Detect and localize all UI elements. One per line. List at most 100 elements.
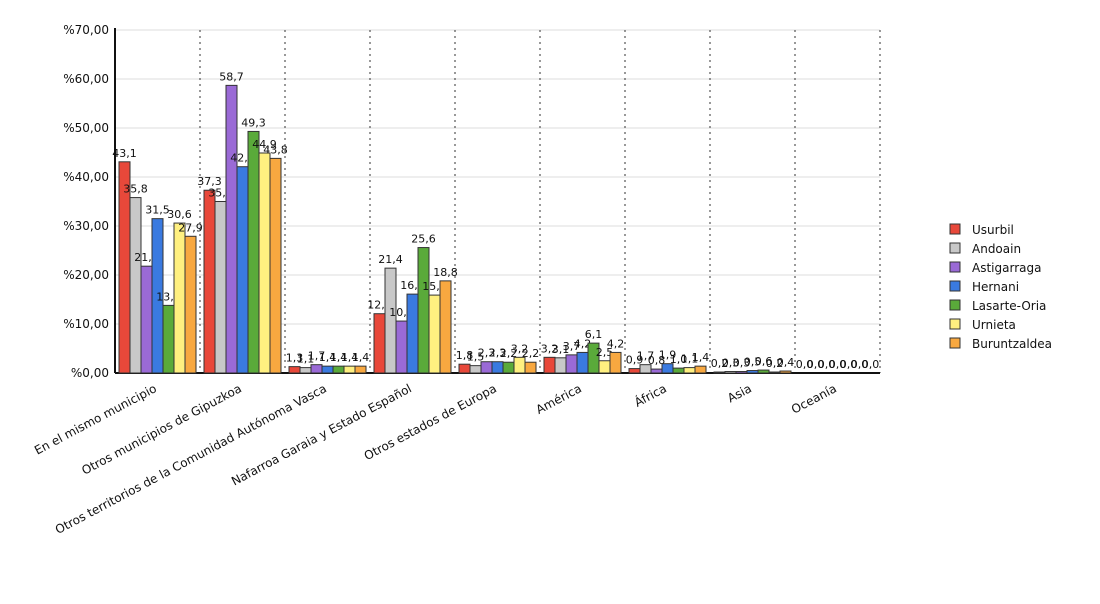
bar <box>428 294 441 374</box>
bar <box>373 313 386 374</box>
value-label: 25,6 <box>411 233 436 246</box>
value-label: 2,3 <box>478 347 496 360</box>
bar <box>321 365 334 374</box>
legend-swatch <box>949 242 961 254</box>
bar <box>628 368 641 374</box>
legend-label: Andoain <box>972 242 1021 256</box>
value-label: 0,8 <box>648 354 666 367</box>
legend-label: Hernani <box>972 280 1019 294</box>
value-label: 1,1 <box>297 353 315 366</box>
value-label: 0,0 <box>796 358 814 371</box>
value-label: 2,3 <box>489 347 507 360</box>
value-label: 49,3 <box>241 116 266 129</box>
value-label: 0,9 <box>626 354 644 367</box>
value-label: 2,2 <box>522 347 540 360</box>
value-label: 1,7 <box>308 350 326 363</box>
bar <box>258 152 271 374</box>
legend-label: Astigarraga <box>972 261 1041 275</box>
legend-label: Usurbil <box>972 223 1014 237</box>
bar <box>299 367 312 374</box>
value-label: 0,0 <box>862 358 880 371</box>
bar <box>247 130 260 374</box>
bar <box>587 342 600 374</box>
bar <box>225 84 238 374</box>
value-label: 0,4 <box>777 356 795 369</box>
value-label: 0,0 <box>807 358 825 371</box>
legend-swatch <box>949 223 961 235</box>
value-label: 27,9 <box>178 221 203 234</box>
value-label: 0,5 <box>744 356 762 369</box>
y-tick-label: %20,00 <box>63 268 109 282</box>
value-label: 31,5 <box>145 204 170 217</box>
value-label: 2,2 <box>500 347 518 360</box>
value-label: 30,6 <box>167 208 192 221</box>
bar <box>735 371 748 374</box>
bar <box>214 201 227 374</box>
value-label: 0,2 <box>711 357 729 370</box>
value-label: 1,9 <box>659 349 677 362</box>
x-tick-label: Otros municipios de Gipuzkoa <box>79 381 244 477</box>
value-label: 35,8 <box>123 183 148 196</box>
bar <box>406 293 419 374</box>
bar <box>269 157 282 374</box>
bar <box>310 364 323 374</box>
bar <box>694 365 707 374</box>
value-label: 1,4 <box>341 351 359 364</box>
bar <box>543 356 556 374</box>
bar <box>565 354 578 374</box>
value-label: 1,4 <box>319 351 337 364</box>
value-label: 6,1 <box>585 328 603 341</box>
value-label: 1,3 <box>286 352 304 365</box>
value-label: 1,0 <box>670 353 688 366</box>
value-label: 1,1 <box>681 353 699 366</box>
value-label: 0,6 <box>755 355 773 368</box>
x-tick-label: Asia <box>725 381 754 405</box>
bar <box>598 360 611 374</box>
value-label: 3,2 <box>541 342 559 355</box>
value-label: 0,0 <box>829 358 847 371</box>
y-tick-label: %60,00 <box>63 72 109 86</box>
y-tick-label: %30,00 <box>63 219 109 233</box>
legend-swatch <box>949 299 961 311</box>
bar <box>502 361 515 374</box>
bar <box>151 218 164 374</box>
bar <box>554 357 567 374</box>
bar <box>480 361 493 374</box>
value-label: 0,0 <box>840 358 858 371</box>
bar <box>469 365 482 374</box>
value-label: 3,1 <box>552 343 570 356</box>
value-label: 0,0 <box>818 358 836 371</box>
bar <box>395 320 408 374</box>
bar <box>140 265 153 374</box>
value-label: 2,5 <box>596 346 614 359</box>
x-tick-label: América <box>534 381 584 417</box>
bar <box>458 363 471 374</box>
legend-label: Lasarte-Oria <box>972 299 1046 313</box>
bar <box>768 371 781 374</box>
value-label: 0,3 <box>722 357 740 370</box>
bar <box>576 351 589 374</box>
bar <box>354 365 367 374</box>
value-label: 21,4 <box>378 253 403 266</box>
bar <box>332 365 345 374</box>
bar <box>683 367 696 374</box>
value-label: 43,1 <box>112 147 137 160</box>
value-label: 18,8 <box>433 266 458 279</box>
bar <box>757 369 770 374</box>
value-label: 1,4 <box>352 351 370 364</box>
bar <box>129 197 142 374</box>
value-label: 1,5 <box>467 351 485 364</box>
y-tick-label: %40,00 <box>63 170 109 184</box>
value-label: 4,2 <box>574 337 592 350</box>
bar <box>524 361 537 374</box>
bar <box>417 247 430 374</box>
legend-swatch <box>949 337 961 349</box>
value-label: 37,3 <box>197 175 222 188</box>
value-label: 0,0 <box>851 358 869 371</box>
legend-swatch <box>949 261 961 273</box>
y-tick-label: %0,00 <box>71 366 109 380</box>
value-label: 1,4 <box>330 351 348 364</box>
bar <box>288 366 301 374</box>
bar <box>384 267 397 374</box>
